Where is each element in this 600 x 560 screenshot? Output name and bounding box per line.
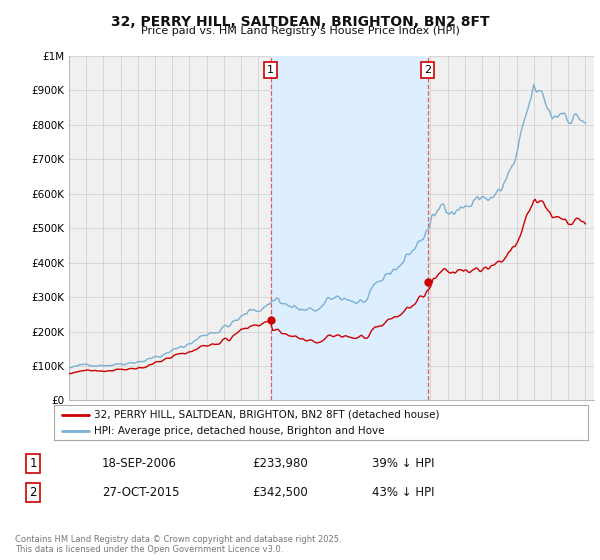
Text: 32, PERRY HILL, SALTDEAN, BRIGHTON, BN2 8FT: 32, PERRY HILL, SALTDEAN, BRIGHTON, BN2 … <box>110 15 490 29</box>
Text: 27-OCT-2015: 27-OCT-2015 <box>102 486 179 500</box>
Text: 32, PERRY HILL, SALTDEAN, BRIGHTON, BN2 8FT (detached house): 32, PERRY HILL, SALTDEAN, BRIGHTON, BN2 … <box>94 409 440 419</box>
Text: 43% ↓ HPI: 43% ↓ HPI <box>372 486 434 500</box>
Text: Price paid vs. HM Land Registry's House Price Index (HPI): Price paid vs. HM Land Registry's House … <box>140 26 460 36</box>
Text: Contains HM Land Registry data © Crown copyright and database right 2025.
This d: Contains HM Land Registry data © Crown c… <box>15 535 341 554</box>
Text: 1: 1 <box>267 65 274 75</box>
Text: 18-SEP-2006: 18-SEP-2006 <box>102 457 177 470</box>
Text: £342,500: £342,500 <box>252 486 308 500</box>
Text: £233,980: £233,980 <box>252 457 308 470</box>
Text: 2: 2 <box>29 486 37 500</box>
Bar <box>271 56 428 400</box>
Text: 2: 2 <box>424 65 431 75</box>
Text: 39% ↓ HPI: 39% ↓ HPI <box>372 457 434 470</box>
Text: HPI: Average price, detached house, Brighton and Hove: HPI: Average price, detached house, Brig… <box>94 426 385 436</box>
Text: 1: 1 <box>29 457 37 470</box>
